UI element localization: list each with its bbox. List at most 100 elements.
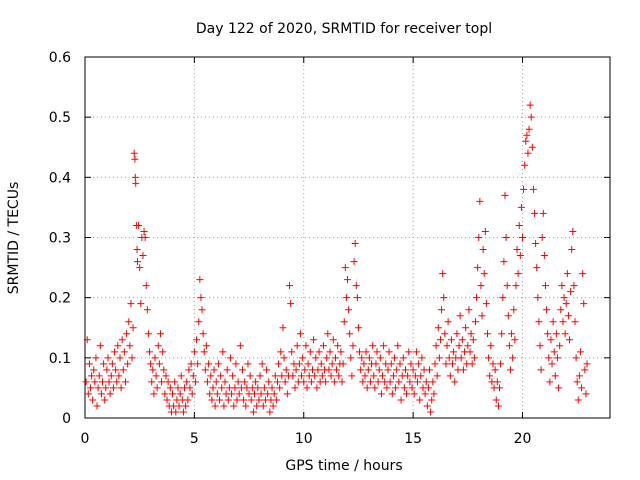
data-point bbox=[89, 396, 97, 404]
data-point bbox=[397, 396, 405, 404]
data-point bbox=[205, 360, 213, 368]
data-point bbox=[415, 360, 423, 368]
data-point bbox=[574, 396, 582, 404]
data-point bbox=[475, 234, 483, 241]
data-point bbox=[575, 372, 583, 380]
data-point bbox=[150, 390, 158, 398]
data-point bbox=[213, 390, 221, 398]
data-point bbox=[84, 390, 92, 398]
data-point bbox=[115, 372, 123, 380]
data-point bbox=[242, 402, 250, 410]
data-point bbox=[220, 402, 228, 410]
data-point bbox=[198, 306, 206, 314]
data-point bbox=[407, 360, 415, 368]
y-tick-label: 0.3 bbox=[49, 231, 71, 247]
data-point bbox=[477, 282, 485, 290]
data-point bbox=[127, 300, 135, 308]
data-point bbox=[202, 342, 210, 350]
data-point bbox=[540, 252, 548, 260]
data-point bbox=[140, 227, 148, 235]
data-point bbox=[302, 342, 310, 350]
data-point bbox=[353, 294, 361, 302]
data-point bbox=[363, 384, 371, 392]
data-point bbox=[547, 336, 555, 344]
x-tick-label: 10 bbox=[295, 431, 313, 447]
data-point bbox=[392, 384, 400, 392]
data-point bbox=[112, 366, 120, 374]
data-point bbox=[103, 366, 111, 374]
data-point bbox=[371, 384, 379, 392]
data-point bbox=[164, 378, 172, 386]
data-point bbox=[440, 294, 448, 302]
data-point bbox=[92, 354, 100, 362]
data-point bbox=[314, 366, 322, 374]
data-point bbox=[118, 336, 126, 344]
data-point bbox=[128, 354, 136, 362]
data-point bbox=[424, 384, 432, 392]
data-point bbox=[417, 372, 425, 380]
data-point bbox=[151, 354, 159, 362]
data-point bbox=[459, 366, 467, 374]
data-point bbox=[146, 348, 154, 356]
data-point bbox=[132, 179, 140, 187]
data-point bbox=[478, 312, 486, 320]
data-point bbox=[370, 372, 378, 380]
data-point bbox=[93, 402, 101, 410]
data-point bbox=[291, 384, 299, 392]
data-point bbox=[562, 300, 570, 308]
data-point bbox=[226, 354, 234, 362]
data-point bbox=[257, 390, 265, 398]
data-point bbox=[207, 372, 215, 380]
data-point bbox=[482, 300, 490, 308]
data-point bbox=[569, 227, 577, 235]
data-point bbox=[350, 258, 358, 266]
data-point bbox=[107, 372, 115, 380]
data-point bbox=[453, 330, 461, 338]
data-point bbox=[218, 384, 226, 392]
data-point bbox=[231, 384, 239, 392]
plot-area-frame bbox=[84, 56, 611, 419]
data-point bbox=[418, 354, 426, 362]
data-point bbox=[209, 384, 217, 392]
data-point bbox=[265, 378, 273, 386]
data-point bbox=[201, 366, 209, 374]
x-tick-label: 20 bbox=[514, 431, 532, 447]
data-point bbox=[337, 348, 345, 356]
data-point bbox=[142, 282, 150, 290]
data-point bbox=[293, 342, 301, 350]
data-point bbox=[444, 318, 452, 326]
data-point bbox=[439, 270, 447, 278]
data-point bbox=[283, 390, 291, 398]
data-point bbox=[548, 360, 556, 368]
data-point bbox=[108, 360, 116, 368]
data-point bbox=[374, 378, 382, 386]
data-point bbox=[331, 354, 339, 362]
data-point bbox=[298, 372, 306, 380]
data-point bbox=[380, 342, 388, 350]
data-point bbox=[501, 191, 509, 199]
data-point bbox=[514, 270, 522, 278]
data-point bbox=[259, 402, 267, 410]
y-tick-label: 0.1 bbox=[49, 351, 71, 367]
data-point bbox=[510, 306, 518, 314]
data-point bbox=[195, 318, 203, 326]
data-point bbox=[91, 378, 99, 386]
data-point bbox=[497, 360, 505, 368]
data-point bbox=[177, 372, 185, 380]
data-point bbox=[126, 342, 134, 350]
data-point bbox=[276, 384, 284, 392]
data-point bbox=[99, 378, 106, 386]
data-point bbox=[539, 209, 547, 217]
data-point bbox=[465, 306, 473, 314]
data-point bbox=[313, 384, 321, 392]
data-point bbox=[555, 384, 563, 392]
data-point bbox=[328, 360, 336, 368]
data-point bbox=[287, 300, 295, 308]
data-point bbox=[344, 276, 351, 284]
data-point bbox=[532, 240, 540, 248]
data-point bbox=[429, 378, 437, 386]
data-point bbox=[466, 348, 474, 356]
data-point bbox=[484, 330, 491, 338]
data-point bbox=[319, 342, 327, 350]
data-point bbox=[388, 390, 396, 398]
